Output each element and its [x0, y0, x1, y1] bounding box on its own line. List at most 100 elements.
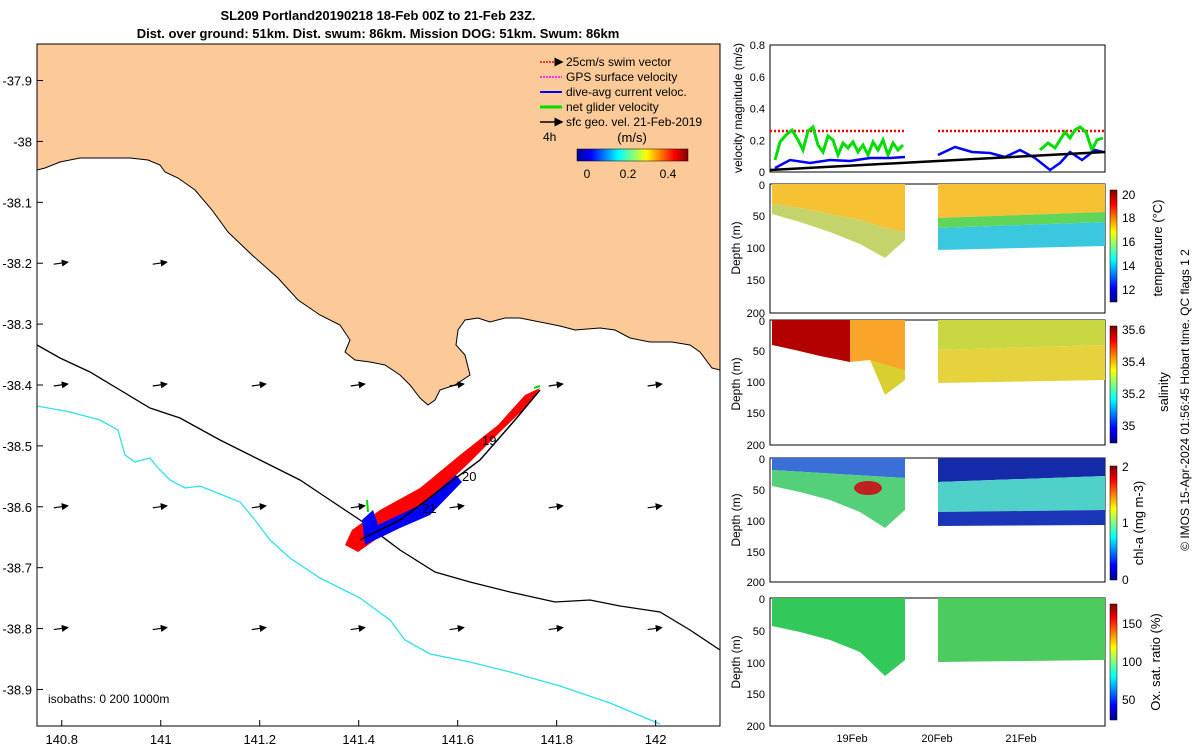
- ctick: 18: [1122, 211, 1136, 225]
- lon-tick-label: 141: [150, 732, 172, 747]
- net-velocity-line: [773, 124, 1104, 161]
- surface-current-arrows: [53, 259, 663, 632]
- temperature-upper: [772, 184, 905, 232]
- day-label: 20: [462, 469, 476, 484]
- ctick: 100: [1122, 655, 1142, 669]
- current-arrow: [350, 381, 366, 389]
- lon-tick-label: 140.8: [45, 732, 78, 747]
- lat-tick-label: -38.3: [2, 317, 32, 332]
- ytick: 50: [753, 346, 765, 358]
- oxygen-cticks: 50 100 150: [1122, 617, 1142, 707]
- lat-tick-label: -38.4: [2, 378, 32, 393]
- current-arrow: [647, 624, 663, 632]
- current-arrow: [53, 503, 69, 511]
- day-label: 19: [482, 433, 496, 448]
- track-line: [359, 389, 541, 541]
- chla-mid-right: [938, 476, 1105, 512]
- oxygen-cbar-label: Ox. sat. ratio (%): [1148, 613, 1163, 711]
- chla-upper-left: [772, 458, 905, 478]
- lat-tick-label: -38.8: [2, 622, 32, 637]
- temperature-mid-2: [938, 212, 1105, 228]
- salinity-cbar-label: salinity: [1156, 372, 1171, 412]
- current-arrow: [251, 624, 267, 632]
- current-arrow: [53, 624, 69, 632]
- velocity-ylabel: velocity magnitude (m/s): [731, 43, 745, 173]
- temperature-lower: [772, 204, 905, 258]
- ctick: 50: [1122, 693, 1136, 707]
- legend-label: sfc geo. vel. 21-Feb-2019: [566, 115, 702, 129]
- ytick: 200: [747, 440, 765, 452]
- current-arrow: [152, 503, 168, 511]
- salinity-left-high: [772, 320, 850, 362]
- salinity-right-bottom: [938, 345, 1105, 383]
- depth-ylabel: Depth (m): [729, 493, 743, 546]
- ytick: 150: [747, 275, 765, 287]
- ctick: 35.2: [1122, 387, 1146, 401]
- colorbar-tick: 0: [584, 167, 591, 181]
- map-axes: 140.8 141 141.2 141.4 141.6 141.8 142 -37.9 -38 -…: [2, 74, 666, 747]
- ytick: 100: [747, 516, 765, 528]
- ytick: 50: [753, 211, 765, 223]
- oxygen-colorbar: [1109, 603, 1118, 721]
- depth-ylabel: Depth (m): [729, 635, 743, 688]
- temperature-ticks: 0 50 100 150 200: [747, 180, 765, 320]
- legend-label: 25cm/s swim vector: [566, 55, 671, 69]
- ctick: 20: [1122, 188, 1136, 202]
- current-arrow: [152, 381, 168, 389]
- chla-panel: 0 50 100 150 200 Depth (m) 0 1 2 chl-a (…: [729, 454, 1146, 589]
- legend-label: dive-avg current veloc.: [566, 85, 687, 99]
- title-line-2: Dist. over ground: 51km. Dist. swum: 86k…: [137, 26, 620, 41]
- depth-ylabel: Depth (m): [729, 221, 743, 274]
- lon-tick-label: 141.6: [441, 732, 474, 747]
- current-arrow: [152, 624, 168, 632]
- side-note: © IMOS 15-Apr-2024 01:56:45 Hobart time.…: [1178, 249, 1192, 551]
- time-axis: 19Feb 20Feb 21Feb: [836, 733, 1036, 745]
- lat-tick-label: -38.9: [2, 682, 32, 697]
- ytick: 50: [753, 485, 765, 497]
- salinity-colorbar: [1109, 325, 1118, 444]
- ytick: 0: [759, 180, 765, 192]
- sfc-geo-line: [769, 150, 1106, 172]
- ytick: 0: [759, 594, 765, 606]
- current-arrow: [548, 381, 564, 389]
- ytick: 200: [747, 721, 765, 733]
- velocity-axes: [769, 44, 1106, 173]
- ytick: 150: [747, 689, 765, 701]
- ctick: 35.6: [1122, 323, 1146, 337]
- temperature-cbar-label: temperature (°C): [1150, 200, 1165, 297]
- chla-upper-right: [938, 458, 1105, 482]
- velocity-ytick: 0.8: [750, 40, 765, 52]
- lat-tick-label: -38: [13, 134, 32, 149]
- oxygen-ticks: 0 50 100 150 200: [747, 594, 765, 733]
- colorbar-prefix: 4h: [543, 130, 556, 144]
- temperature-colorbar: [1109, 189, 1118, 303]
- current-arrow: [53, 259, 69, 267]
- salinity-ticks: 0 50 100 150 200: [747, 316, 765, 452]
- isobath-1000m: [37, 405, 661, 725]
- land-area: [37, 44, 720, 406]
- ctick: 16: [1122, 235, 1136, 249]
- oxygen-right: [938, 598, 1105, 662]
- ytick: 100: [747, 658, 765, 670]
- chla-cbar-label: chl-a (mg m-3): [1131, 481, 1146, 566]
- ytick: 100: [747, 243, 765, 255]
- dive-avg-line: [774, 145, 1104, 172]
- colorbar-label: (m/s): [617, 130, 647, 145]
- lon-tick-label: 141.2: [243, 732, 276, 747]
- chla-colorbar: [1109, 465, 1118, 581]
- ctick: 35.4: [1122, 355, 1146, 369]
- ytick: 100: [747, 377, 765, 389]
- current-arrow: [350, 624, 366, 632]
- salinity-cticks: 35 35.2 35.4 35.6: [1122, 323, 1146, 433]
- lat-tick-label: -38.6: [2, 500, 32, 515]
- ctick: 150: [1122, 617, 1142, 631]
- oxygen-left: [772, 598, 905, 676]
- chla-ticks: 0 50 100 150 200: [747, 454, 765, 589]
- ytick: 50: [753, 626, 765, 638]
- salinity-panel: 0 50 100 150 200 Depth (m) 35 35.2 35.4 …: [729, 316, 1171, 452]
- map-legend: 25cm/s swim vector GPS surface velocity …: [540, 55, 702, 181]
- velocity-ytick: 0.4: [750, 104, 765, 116]
- ytick: 0: [759, 316, 765, 328]
- current-arrow: [251, 381, 267, 389]
